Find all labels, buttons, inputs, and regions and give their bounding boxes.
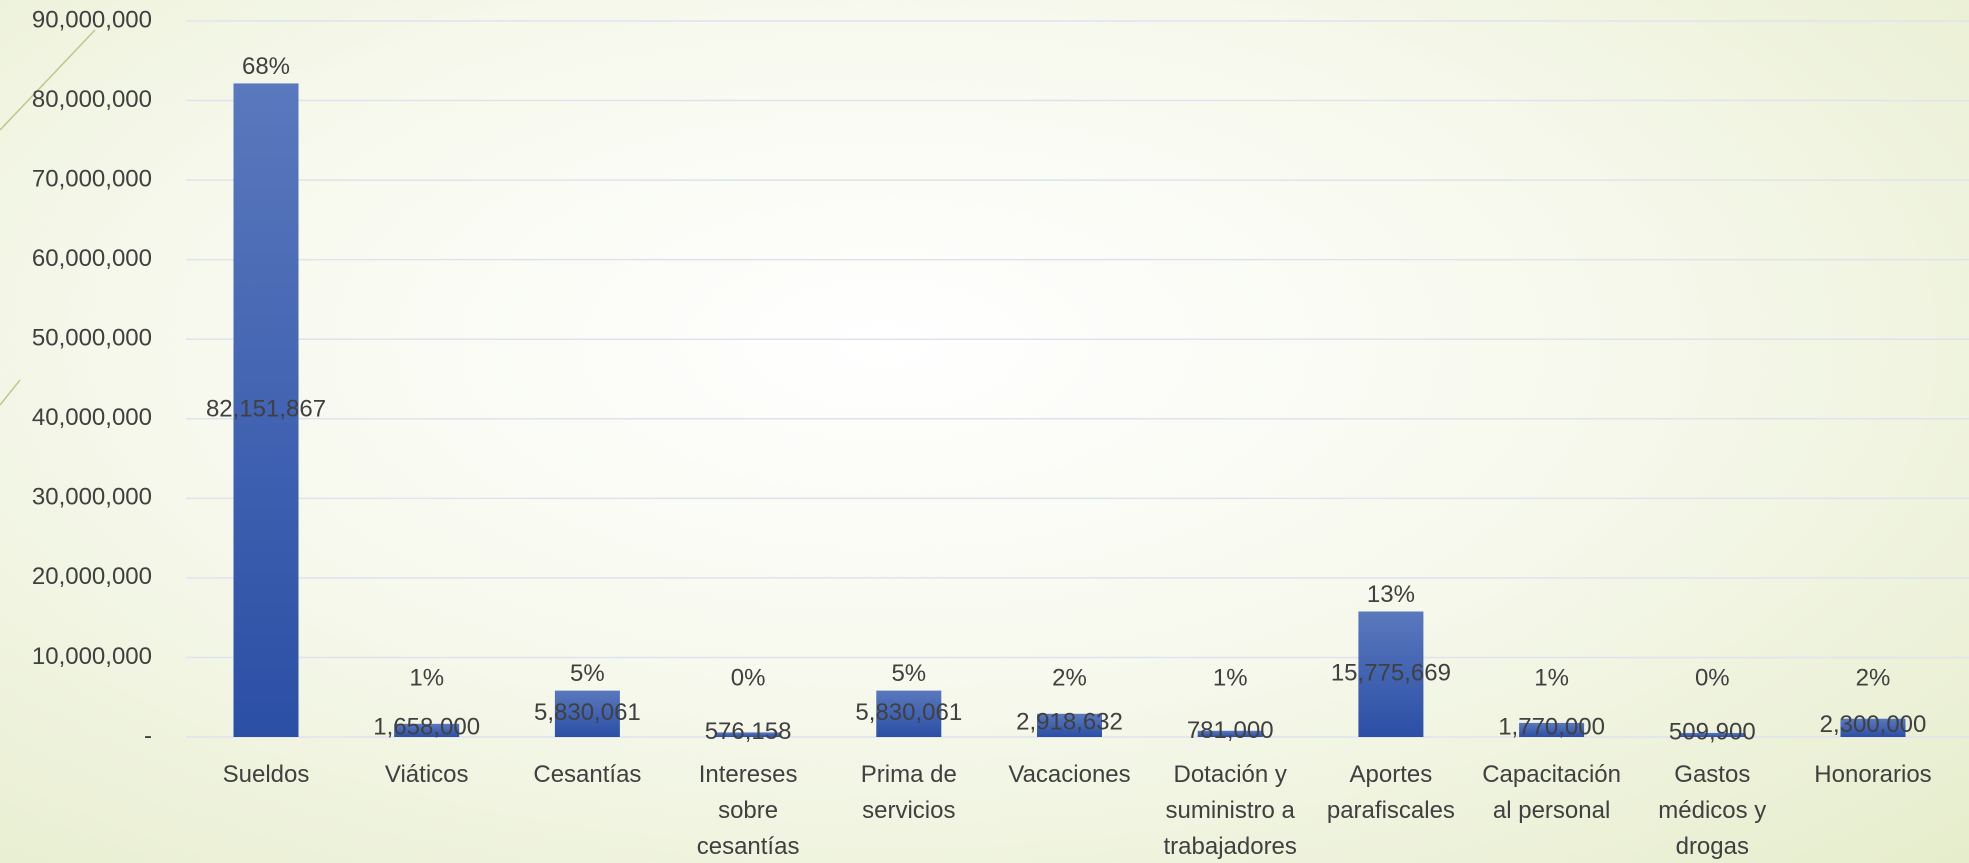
y-tick-label: 80,000,000: [32, 86, 152, 113]
x-tick-label: Intereses sobre cesantías: [697, 761, 800, 860]
x-tick-label: Aportes parafiscales: [1327, 761, 1455, 824]
x-tick-label: Honorarios: [1814, 761, 1931, 788]
y-tick-label: 10,000,000: [32, 643, 152, 670]
bar: [1037, 713, 1102, 737]
x-tick-label: Gastos médicos y drogas: [1658, 761, 1766, 860]
x-tick-label: Capacitación al personal: [1482, 761, 1621, 824]
value-label: 15,775,669: [1331, 660, 1451, 687]
value-label: 576,158: [705, 718, 792, 745]
value-label: 2,918,632: [1016, 709, 1123, 736]
bar: [876, 690, 942, 737]
value-label: 1,658,000: [373, 714, 480, 741]
x-tick-label: Prima de servicios: [861, 761, 957, 824]
y-tick-label: 90,000,000: [32, 6, 152, 33]
percentage-label: 1%: [409, 664, 444, 691]
percentage-label: 5%: [891, 660, 926, 687]
percentage-label: 0%: [731, 664, 766, 691]
percentage-label: 1%: [1213, 664, 1248, 691]
x-tick-label: Sueldos: [223, 761, 310, 788]
y-tick-label: 60,000,000: [32, 245, 152, 272]
decoration: [0, 379, 21, 406]
x-tick-label: Dotación y suministro a trabajadores: [1163, 761, 1296, 860]
bar: [554, 690, 620, 737]
y-tick-label: 30,000,000: [32, 484, 152, 511]
value-label: 82,151,867: [206, 396, 326, 423]
y-tick-label: -: [144, 722, 152, 749]
bar: [1197, 730, 1263, 737]
bar: [394, 723, 460, 737]
x-tick-label: Cesantías: [533, 761, 641, 788]
value-label: 5,830,061: [534, 699, 641, 726]
bar: [233, 83, 299, 737]
percentage-label: 0%: [1695, 664, 1730, 691]
value-label: 509,900: [1669, 718, 1756, 745]
x-tick-label: Vacaciones: [1008, 761, 1130, 788]
value-label: 1,770,000: [1498, 713, 1605, 740]
percentage-label: 13%: [1367, 581, 1415, 608]
decoration: [0, 29, 96, 131]
percentage-label: 2%: [1856, 664, 1891, 691]
value-label: 5,830,061: [855, 699, 962, 726]
y-tick-label: 20,000,000: [32, 563, 152, 590]
bar: [1358, 611, 1424, 737]
percentage-label: 5%: [570, 660, 605, 687]
percentage-label: 2%: [1052, 664, 1087, 691]
bar: [1840, 718, 1906, 737]
percentage-label: 68%: [242, 53, 290, 80]
value-label: 2,300,000: [1820, 711, 1927, 738]
value-label: 781,000: [1187, 717, 1274, 744]
bar: [1519, 722, 1585, 737]
y-tick-label: 40,000,000: [32, 404, 152, 431]
bar: [1679, 732, 1745, 737]
x-tick-label: Viáticos: [385, 761, 469, 788]
percentage-label: 1%: [1534, 664, 1569, 691]
bar: [715, 732, 781, 737]
y-tick-label: 70,000,000: [32, 165, 152, 192]
y-tick-label: 50,000,000: [32, 325, 152, 352]
